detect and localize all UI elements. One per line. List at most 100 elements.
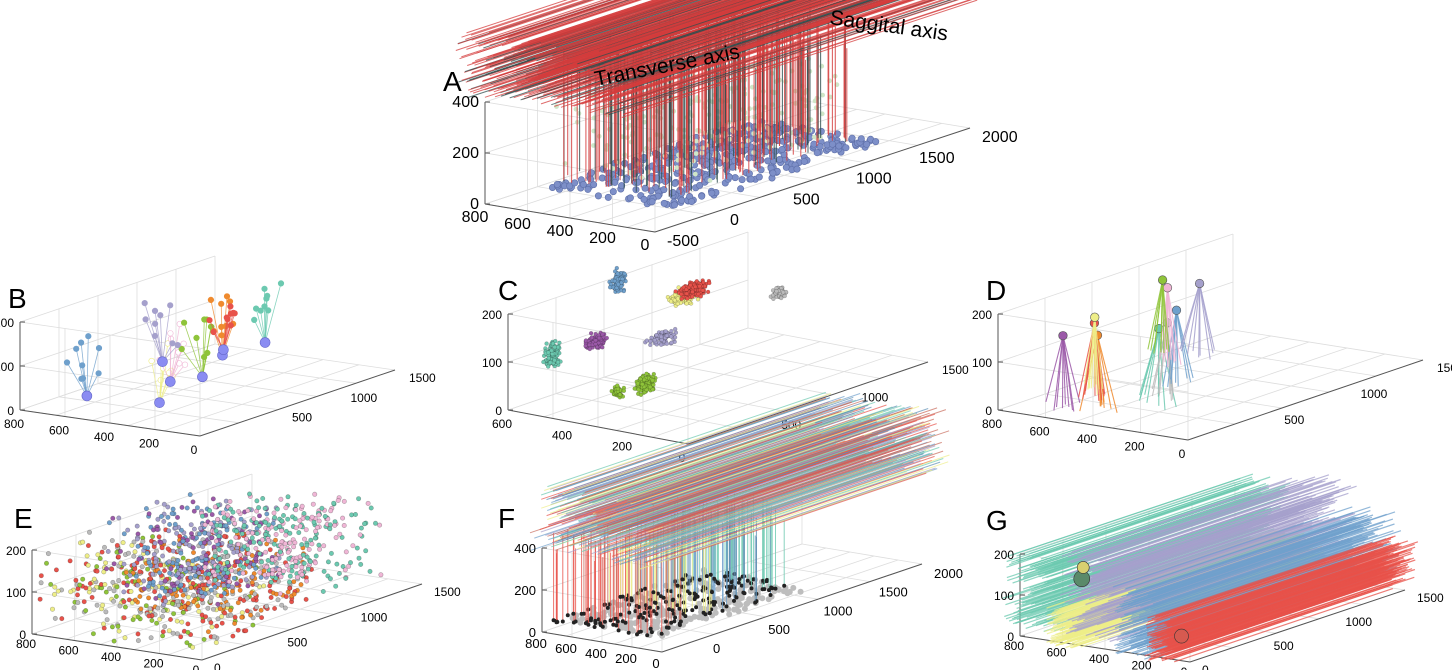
panel-b-tree-node xyxy=(85,333,92,340)
panel-e-cell-point xyxy=(304,515,310,521)
panel-e-z-tick-label: 200 xyxy=(6,544,26,558)
panel-f-soma-point xyxy=(651,590,656,595)
panel-e-cell-point xyxy=(281,568,287,574)
panel-e-cell-point xyxy=(191,550,197,556)
panel-d-z-tick-label: 0 xyxy=(985,404,992,418)
panel-a-base-point xyxy=(764,157,772,165)
panel-e-cell-point xyxy=(245,583,251,589)
panel-b-root-node xyxy=(81,390,93,402)
panel-e-cell-point xyxy=(121,561,127,567)
panel-e-cell-point xyxy=(297,523,303,529)
panel-a-base-point xyxy=(641,184,649,192)
panel-a-base-point xyxy=(835,142,843,150)
panel-e-cell-point xyxy=(311,519,317,525)
panel-e-cell-point xyxy=(352,511,358,517)
panel-e-cell-point xyxy=(203,614,209,620)
panel-e-cell-point xyxy=(340,515,346,521)
panel-e-cell-point xyxy=(162,588,168,594)
panel-a-parallel-fiber xyxy=(527,0,656,42)
panel-a-parallel-fiber xyxy=(622,0,973,116)
panel-e-cell-point xyxy=(273,531,279,537)
panel-e-cell-point xyxy=(38,580,44,586)
panel-a-base-point xyxy=(816,143,824,151)
panel-a-parallel-fiber xyxy=(550,0,848,98)
panel-e-cell-point xyxy=(111,598,117,604)
panel-e-cell-point xyxy=(160,608,166,614)
panel-c-cluster-point xyxy=(638,376,643,382)
panel-f-soma-point xyxy=(648,626,653,631)
panel-e-cell-point xyxy=(303,596,309,602)
panel-e-cell-point xyxy=(271,541,277,547)
panel-e-cell-point xyxy=(158,513,164,519)
panel-c-cluster-point xyxy=(549,348,554,353)
panel-e-cell-point xyxy=(109,538,115,544)
panel-a-parallel-fiber xyxy=(482,0,731,82)
panel-e-cell-point xyxy=(185,621,191,627)
panel-e-cell-point xyxy=(208,598,214,604)
panel-f-soma-point xyxy=(592,625,597,629)
panel-a-parallel-fiber xyxy=(604,0,824,72)
panel-c-cluster-point xyxy=(675,301,680,306)
panel-c-cluster-point xyxy=(593,338,598,343)
panel-a-parallel-fiber xyxy=(634,0,935,100)
panel-e-cell-point xyxy=(213,538,219,544)
panel-e-cell-point xyxy=(235,541,241,547)
panel-c-cluster-point xyxy=(669,340,674,345)
panel-e-cell-point xyxy=(146,560,152,566)
panel-f-soma-point xyxy=(687,591,692,596)
panel-e-cell-point xyxy=(361,521,367,527)
panel-e-cell-point xyxy=(141,578,147,584)
panel-e-cell-point xyxy=(343,575,349,581)
panel-e-cell-point xyxy=(110,579,116,585)
panel-c-cluster-point xyxy=(545,364,551,369)
panel-e-cell-point xyxy=(292,516,298,522)
panel-b-tree-edge xyxy=(202,326,212,377)
panel-b-tree-node xyxy=(264,292,271,299)
panel-a-parallel-fiber xyxy=(527,0,665,46)
panel-e-cell-point xyxy=(116,578,122,584)
panel-b-tree-node xyxy=(157,312,164,319)
panel-e-cell-point xyxy=(217,606,223,612)
panel-e-cell-point xyxy=(212,577,218,583)
panel-c-cluster-point xyxy=(644,387,649,392)
panel-e-cell-point xyxy=(145,566,151,572)
panel-a-base-point xyxy=(688,198,696,206)
panel-a-parallel-fiber xyxy=(511,0,658,49)
panel-e-cell-point xyxy=(216,533,222,539)
panel-a-parallel-fiber xyxy=(515,0,693,59)
panel-a-x-tick-label: 1500 xyxy=(919,150,955,167)
panel-a-parallel-fiber xyxy=(535,0,713,59)
panel-b-tree-edge xyxy=(264,295,268,343)
panel-a-cell-point xyxy=(693,151,699,157)
panel-a-base-point xyxy=(848,134,856,142)
panel-e-cell-point xyxy=(232,614,238,620)
panel-e-cell-point xyxy=(224,553,230,559)
panel-e-cell-point xyxy=(109,566,115,572)
panel-e-cell-point xyxy=(221,596,227,602)
panel-a-parallel-fiber xyxy=(597,0,896,99)
panel-f-soma-point xyxy=(647,605,652,610)
panel-e-cell-point xyxy=(341,498,347,504)
panel-b-tree-node xyxy=(78,375,85,382)
panel-a-base-point xyxy=(604,174,612,182)
panel-e-cell-point xyxy=(300,552,306,558)
panel-e-cell-point xyxy=(230,633,236,639)
panel-e-cell-point xyxy=(322,513,328,519)
panel-b-tree-edge xyxy=(255,308,266,343)
panel-e-cell-point xyxy=(256,513,262,519)
panel-e-cell-point xyxy=(168,588,174,594)
panel-e-cell-point xyxy=(245,530,251,536)
panel-e-cell-point xyxy=(174,530,180,536)
panel-e-cell-point xyxy=(109,624,115,630)
panel-a-base-point xyxy=(571,179,579,187)
panel-f-base-point xyxy=(790,584,797,591)
panel-e-cell-point xyxy=(102,581,108,587)
panel-e-cell-point xyxy=(106,520,112,526)
panel-e-cell-point xyxy=(304,578,310,584)
panel-a-parallel-fiber xyxy=(583,0,797,71)
panel-a-parallel-fiber xyxy=(506,0,620,38)
panel-b-tree-node xyxy=(201,316,208,323)
panel-c-cluster-point xyxy=(553,338,558,344)
panel-e-cell-point xyxy=(116,554,122,560)
panel-c-z-tick-label: 100 xyxy=(482,356,502,370)
